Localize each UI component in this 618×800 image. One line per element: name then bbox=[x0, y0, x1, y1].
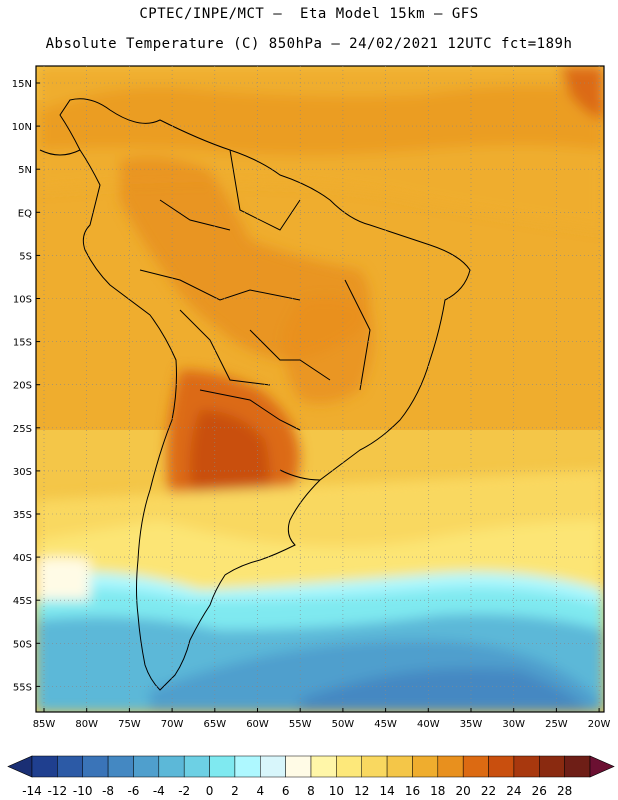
colorbar-swatch bbox=[412, 755, 439, 778]
colorbar-swatch bbox=[361, 755, 388, 778]
colorbar-label: 0 bbox=[206, 784, 214, 798]
latitude-labels: 15N 10N 5N EQ 5S 10S 15S 20S 25S 30S 35S 40S 45S 50S 5… bbox=[12, 79, 40, 693]
lon-label: 80W bbox=[75, 719, 98, 730]
colorbar-label: 18 bbox=[430, 784, 445, 798]
lon-label: 60W bbox=[246, 719, 269, 730]
lat-label: 15N bbox=[12, 79, 32, 90]
colorbar-under-arrow bbox=[7, 755, 33, 778]
map-title-line2: Absolute Temperature (C) 850hPa – 24/02/… bbox=[45, 36, 573, 52]
lon-label: 55W bbox=[289, 719, 312, 730]
lon-label: 70W bbox=[161, 719, 184, 730]
colorbar-swatch bbox=[513, 755, 540, 778]
colorbar-label: 24 bbox=[506, 784, 521, 798]
colorbar: -14 -12 -10 -8 -6 -4 -2 0 2 4 6 8 10 12 14 16 18 20 22 24 26… bbox=[7, 755, 615, 798]
lon-label: 65W bbox=[203, 719, 226, 730]
lon-label: 85W bbox=[33, 719, 56, 730]
colorbar-swatch bbox=[539, 755, 565, 778]
colorbar-swatch bbox=[57, 755, 83, 778]
colorbar-over-arrow bbox=[589, 755, 615, 778]
colorbar-label: 4 bbox=[256, 784, 264, 798]
coastline-outlines bbox=[39, 98, 471, 691]
colorbar-label: 8 bbox=[307, 784, 315, 798]
temperature-field bbox=[36, 66, 604, 712]
colorbar-swatch bbox=[336, 755, 362, 778]
colorbar-label: 28 bbox=[557, 784, 572, 798]
lat-label: 25S bbox=[13, 424, 32, 435]
lon-label: 75W bbox=[118, 719, 141, 730]
lat-label: 55S bbox=[13, 682, 32, 693]
colorbar-swatch bbox=[234, 755, 261, 778]
colorbar-label: -4 bbox=[153, 784, 165, 798]
colorbar-label: -14 bbox=[22, 784, 42, 798]
colorbar-label: -12 bbox=[48, 784, 68, 798]
lon-label: 30W bbox=[502, 719, 525, 730]
colorbar-label: -8 bbox=[102, 784, 114, 798]
colorbar-swatch bbox=[82, 755, 109, 778]
colorbar-swatch bbox=[310, 755, 337, 778]
colorbar-label: 16 bbox=[405, 784, 420, 798]
colorbar-label: -10 bbox=[73, 784, 93, 798]
colorbar-label: 14 bbox=[379, 784, 394, 798]
colorbar-swatch bbox=[488, 755, 515, 778]
lon-label: 40W bbox=[417, 719, 440, 730]
colorbar-swatch bbox=[462, 755, 489, 778]
map-title-line1: CPTEC/INPE/MCT – Eta Model 15km – GFS bbox=[139, 6, 479, 22]
lat-label: 10S bbox=[13, 295, 32, 306]
colorbar-label: 20 bbox=[456, 784, 471, 798]
lon-label: 25W bbox=[545, 719, 568, 730]
lon-label: 50W bbox=[332, 719, 355, 730]
colorbar-label: 12 bbox=[354, 784, 369, 798]
colorbar-label: -2 bbox=[178, 784, 190, 798]
colorbar-swatch bbox=[564, 755, 591, 778]
colorbar-label: 22 bbox=[481, 784, 496, 798]
colorbar-label: -6 bbox=[127, 784, 139, 798]
colorbar-swatch bbox=[133, 755, 160, 778]
colorbar-swatch bbox=[183, 755, 210, 778]
colorbar-swatch bbox=[158, 755, 185, 778]
lat-label: EQ bbox=[18, 208, 32, 219]
lat-label: 45S bbox=[13, 596, 32, 607]
colorbar-label: 26 bbox=[532, 784, 547, 798]
lat-label: 35S bbox=[13, 510, 32, 521]
colorbar-swatch bbox=[31, 755, 58, 778]
colorbar-swatch bbox=[260, 755, 286, 778]
lat-label: 10N bbox=[12, 122, 32, 133]
lat-label: 40S bbox=[13, 553, 32, 564]
lat-label: 5N bbox=[18, 165, 32, 176]
colorbar-label: 6 bbox=[282, 784, 290, 798]
lon-label: 35W bbox=[460, 719, 483, 730]
lat-label: 5S bbox=[19, 251, 32, 262]
lon-label: 45W bbox=[374, 719, 397, 730]
colorbar-swatch bbox=[437, 755, 464, 778]
lat-label: 20S bbox=[13, 381, 32, 392]
colorbar-swatch bbox=[209, 755, 236, 778]
lat-label: 50S bbox=[13, 639, 32, 650]
graticule bbox=[36, 66, 604, 712]
longitude-labels: 85W 80W 75W 70W 65W 60W 55W 50W 45W 40W 35W 30W 25W 2… bbox=[33, 708, 611, 730]
lon-label: 20W bbox=[588, 719, 611, 730]
colorbar-label: 10 bbox=[329, 784, 344, 798]
colorbar-swatch bbox=[107, 755, 134, 778]
lat-label: 15S bbox=[13, 338, 32, 349]
colorbar-label: 2 bbox=[231, 784, 239, 798]
colorbar-swatch bbox=[386, 755, 413, 778]
colorbar-swatch bbox=[285, 755, 312, 778]
plot-frame bbox=[35, 65, 605, 713]
lat-label: 30S bbox=[13, 467, 32, 478]
